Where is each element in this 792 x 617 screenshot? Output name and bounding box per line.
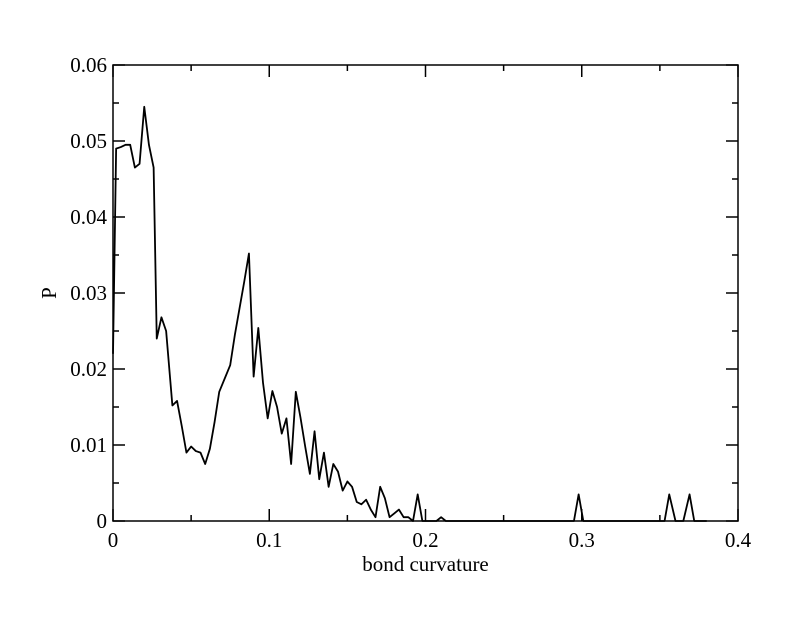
x-tick-label: 0.4: [725, 528, 752, 552]
ticks-layer: 0 0.1 0.2 0.3 0.4 0 0.01 0.02 0.03 0.04 0.05 0.06: [70, 53, 751, 552]
y-tick-label: 0.02: [70, 357, 107, 381]
x-axis-label: bond curvature: [362, 552, 489, 576]
y-tick-label: 0.03: [70, 281, 107, 305]
series-line: [112, 105, 707, 522]
y-tick-label: 0.04: [70, 205, 107, 229]
y-tick-label: 0.05: [70, 129, 107, 153]
x-tick-label: 0.1: [256, 528, 282, 552]
y-tick-label: 0.06: [70, 53, 107, 77]
y-tick-label: 0: [97, 509, 108, 533]
x-tick-label: 0.2: [412, 528, 438, 552]
x-tick-label: 0: [108, 528, 119, 552]
y-tick-label: 0.01: [70, 433, 107, 457]
y-axis-label: P: [37, 287, 61, 299]
x-tick-label: 0.3: [569, 528, 595, 552]
plot-frame: [112, 64, 739, 522]
